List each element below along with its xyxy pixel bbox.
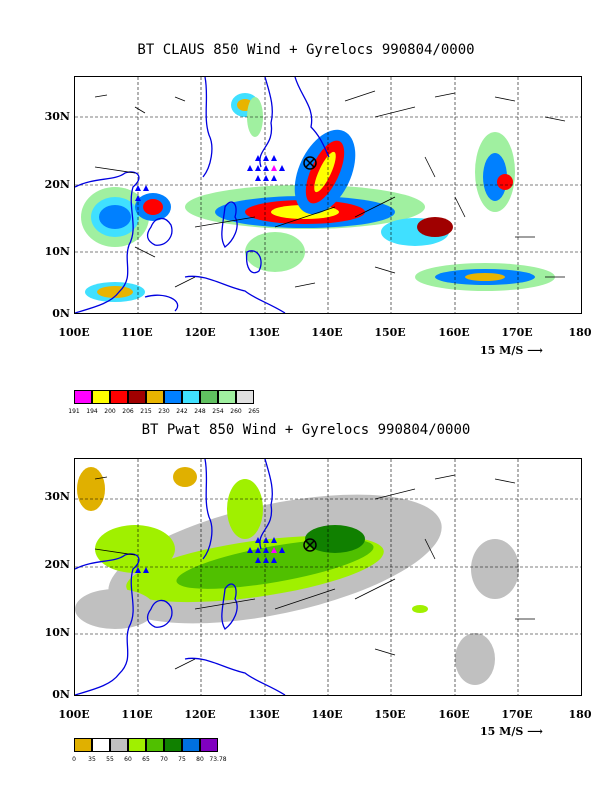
colorbar-label: 242 — [176, 408, 188, 415]
bottom-ytick-10n: 10N — [44, 626, 70, 639]
colorbar-label: 65 — [142, 756, 150, 763]
bottom-xtick: 100E — [58, 708, 90, 721]
bottom-ytick-0n: 0N — [52, 688, 70, 701]
colorbar-label: 230 — [158, 408, 170, 415]
bottom-map-canvas — [75, 459, 581, 695]
colorbar-label: 254 — [212, 408, 224, 415]
top-map-canvas — [75, 77, 581, 313]
colorbar-label: 55 — [106, 756, 114, 763]
top-xtick: 130E — [248, 326, 280, 339]
top-map-title: BT CLAUS 850 Wind + Gyrelocs 990804/0000 — [137, 42, 475, 58]
colorbar-swatch — [164, 738, 182, 752]
lat-lon-grid — [75, 459, 581, 695]
top-xtick: 110E — [121, 326, 153, 339]
top-xtick: 100E — [58, 326, 90, 339]
bottom-xtick: 160E — [438, 708, 470, 721]
colorbar-label: 200 — [104, 408, 116, 415]
bottom-map-panel — [74, 458, 582, 696]
wind-vectors — [94, 474, 535, 670]
colorbar-label: 75 — [178, 756, 186, 763]
coastlines — [75, 77, 330, 313]
coastlines — [75, 459, 286, 695]
colorbar-swatch — [164, 390, 182, 404]
colorbar-swatch — [74, 738, 92, 752]
top-xtick: 140E — [311, 326, 343, 339]
colorbar-swatch — [236, 390, 254, 404]
colorbar-swatch — [110, 738, 128, 752]
gyre-center-icon — [303, 156, 317, 170]
bottom-colorbar: 0 35 55 60 65 70 75 80 73.78 — [72, 738, 274, 763]
bottom-xtick: 150E — [374, 708, 406, 721]
colorbar-label: 60 — [124, 756, 132, 763]
colorbar-label: 265 — [248, 408, 260, 415]
bottom-xtick: 120E — [184, 708, 216, 721]
bottom-reference-vector-label: 15 M/S ⟶ — [480, 725, 543, 738]
lat-lon-grid — [75, 77, 581, 313]
bottom-xtick: 170E — [501, 708, 533, 721]
colorbar-label: 194 — [86, 408, 98, 415]
colorbar-swatch — [110, 390, 128, 404]
gyre-center-icon — [303, 538, 317, 552]
colorbar-swatch — [74, 390, 92, 404]
colorbar-swatch — [182, 738, 200, 752]
top-xtick: 180 — [568, 326, 592, 339]
colorbar-swatch — [146, 738, 164, 752]
pwat-shading — [75, 467, 519, 685]
colorbar-label: 35 — [88, 756, 96, 763]
bottom-xtick: 140E — [311, 708, 343, 721]
colorbar-label: 191 — [68, 408, 80, 415]
top-reference-vector-label: 15 M/S ⟶ — [480, 344, 543, 357]
colorbar-label: 80 — [196, 756, 204, 763]
gyre-location-markers — [135, 537, 285, 573]
top-xtick: 120E — [184, 326, 216, 339]
bottom-xtick: 130E — [248, 708, 280, 721]
top-xtick: 150E — [374, 326, 406, 339]
top-colorbar: 191 194 200 206 215 230 242 248 254 260 265 — [68, 390, 264, 415]
colorbar-swatch — [182, 390, 200, 404]
colorbar-label: 206 — [122, 408, 134, 415]
colorbar-swatch — [146, 390, 164, 404]
colorbar-label: 0 — [72, 756, 76, 763]
top-xtick: 170E — [501, 326, 533, 339]
colorbar-swatch — [128, 390, 146, 404]
colorbar-swatch — [200, 738, 218, 752]
top-ytick-10n: 10N — [44, 245, 70, 258]
top-ytick-30n: 30N — [44, 110, 70, 123]
bottom-xtick: 110E — [121, 708, 153, 721]
colorbar-label: 70 — [160, 756, 168, 763]
top-map-panel — [74, 76, 582, 314]
bottom-map-title: BT Pwat 850 Wind + Gyrelocs 990804/0000 — [141, 422, 471, 438]
top-ytick-20n: 20N — [44, 178, 70, 191]
colorbar-label: 73.78 — [209, 756, 227, 763]
colorbar-label: 248 — [194, 408, 206, 415]
cloud-shading — [81, 93, 555, 302]
colorbar-swatch — [218, 390, 236, 404]
colorbar-label: 260 — [230, 408, 242, 415]
bottom-xtick: 180 — [568, 708, 592, 721]
colorbar-swatch — [128, 738, 146, 752]
colorbar-swatch — [92, 738, 110, 752]
bottom-ytick-30n: 30N — [44, 490, 70, 503]
wind-vectors — [94, 90, 566, 288]
gyre-location-markers — [135, 155, 285, 201]
colorbar-swatch — [200, 390, 218, 404]
colorbar-label: 215 — [140, 408, 152, 415]
colorbar-swatch — [92, 390, 110, 404]
top-xtick: 160E — [438, 326, 470, 339]
bottom-ytick-20n: 20N — [44, 558, 70, 571]
top-ytick-0n: 0N — [52, 307, 70, 320]
